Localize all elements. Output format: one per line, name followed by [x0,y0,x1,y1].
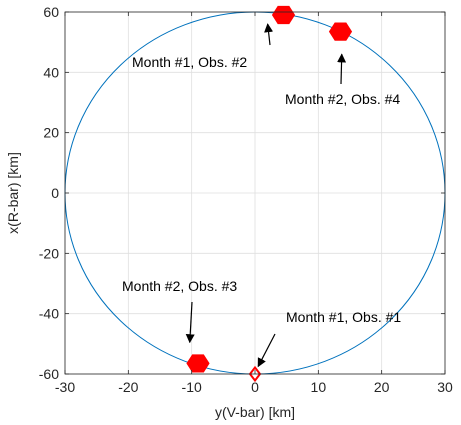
observation-marker-hexagon [328,22,353,41]
x-tick-label: -10 [182,379,202,395]
observation-markers [186,5,353,383]
x-tick-label: -20 [118,379,138,395]
observation-marker-hexagon [271,5,296,25]
annotation-arrow [257,333,276,368]
x-tick-label: -30 [55,379,75,395]
x-axis-label: y(V-bar) [km] [215,404,295,420]
y-tick-label: 60 [43,4,59,20]
annotation-label: Month #1, Obs. #1 [286,309,401,325]
axis-ticks: -30 -20 -10 0 10 20 30 -60 -40 -20 0 20 40 60 [39,4,453,395]
y-tick-label: -60 [39,366,59,382]
annotation-label: Month #1, Obs. #2 [132,54,247,70]
y-axis-label: x(R-bar) [km] [5,152,21,234]
x-tick-label: 30 [437,379,453,395]
annotation-arrow [185,301,195,344]
x-tick-label: 0 [251,379,259,395]
annotations: Month #1, Obs. #1 Month #1, Obs. #2 Month … [122,23,401,368]
annotation-arrow [337,53,347,85]
annotation-label: Month #2, Obs. #4 [285,91,400,107]
annotation-arrow [264,23,274,46]
y-tick-label: 20 [43,125,59,141]
x-tick-label: 20 [374,379,390,395]
x-tick-label: 10 [311,379,327,395]
y-tick-label: -40 [39,306,59,322]
y-tick-label: 40 [43,64,59,80]
annotation-label: Month #2, Obs. #3 [122,278,237,294]
y-tick-label: -20 [39,245,59,261]
observation-marker-hexagon [186,354,210,373]
y-tick-label: 0 [51,185,59,201]
